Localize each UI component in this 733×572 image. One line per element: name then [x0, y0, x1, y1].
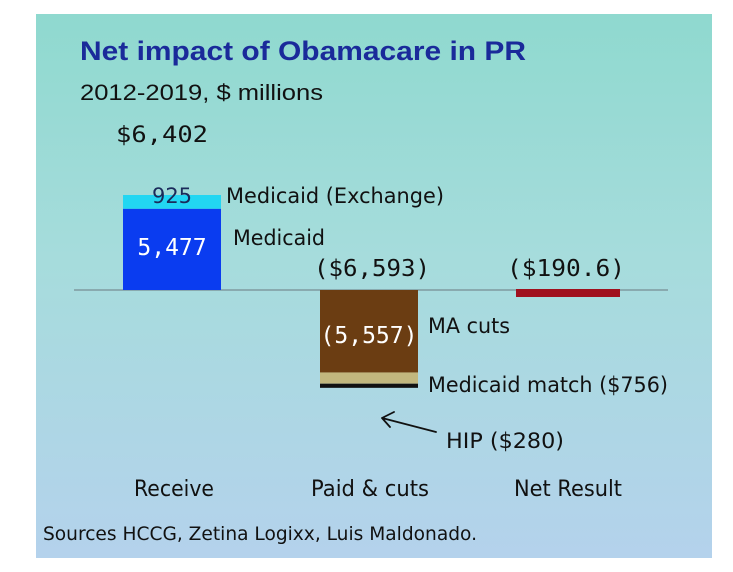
value-label-ma-cuts: (5,557) [321, 323, 418, 349]
segment-name-hip: HIP ($280) [446, 429, 564, 453]
chart-title: Net impact of Obamacare in PR [80, 36, 526, 66]
bar-medicaid [123, 208, 221, 290]
total-label-receive: $6,402 [116, 123, 208, 148]
labels-layer: 5,477 925 (5,557) Medicaid (Exchange) Medica… [116, 123, 668, 502]
segment-name-exchange: Medicaid (Exchange) [226, 184, 444, 208]
bar-exchange [123, 195, 221, 209]
hip-arrow [381, 411, 437, 433]
total-label-paid-cuts: ($6,593) [314, 256, 430, 282]
category-label: Net Result [514, 477, 622, 502]
bar-medicaid-match [320, 372, 418, 384]
segment-name-ma-cuts: MA cuts [428, 314, 510, 338]
segment-name-medicaid: Medicaid [233, 226, 325, 250]
bars-layer [74, 195, 668, 388]
bar-net [516, 289, 620, 297]
source-note: Sources HCCG, Zetina Logixx, Luis Maldon… [43, 523, 477, 545]
bar-ma-cuts [320, 290, 418, 373]
total-label-net-result: ($190.6) [507, 256, 625, 282]
value-label-medicaid: 5,477 [137, 235, 206, 261]
category-label: Paid & cuts [311, 477, 429, 502]
value-label-exchange: 925 [152, 184, 192, 208]
segment-name-medicaid-match: Medicaid match ($756) [428, 373, 668, 397]
waterfall-chart: Net impact of Obamacare in PR 2012-2019,… [43, 36, 668, 545]
chart-panel: Net impact of Obamacare in PR 2012-2019,… [36, 14, 712, 558]
chart-subtitle: 2012-2019, $ millions [80, 80, 323, 105]
bar-hip [320, 383, 418, 388]
category-label: Receive [134, 477, 214, 502]
